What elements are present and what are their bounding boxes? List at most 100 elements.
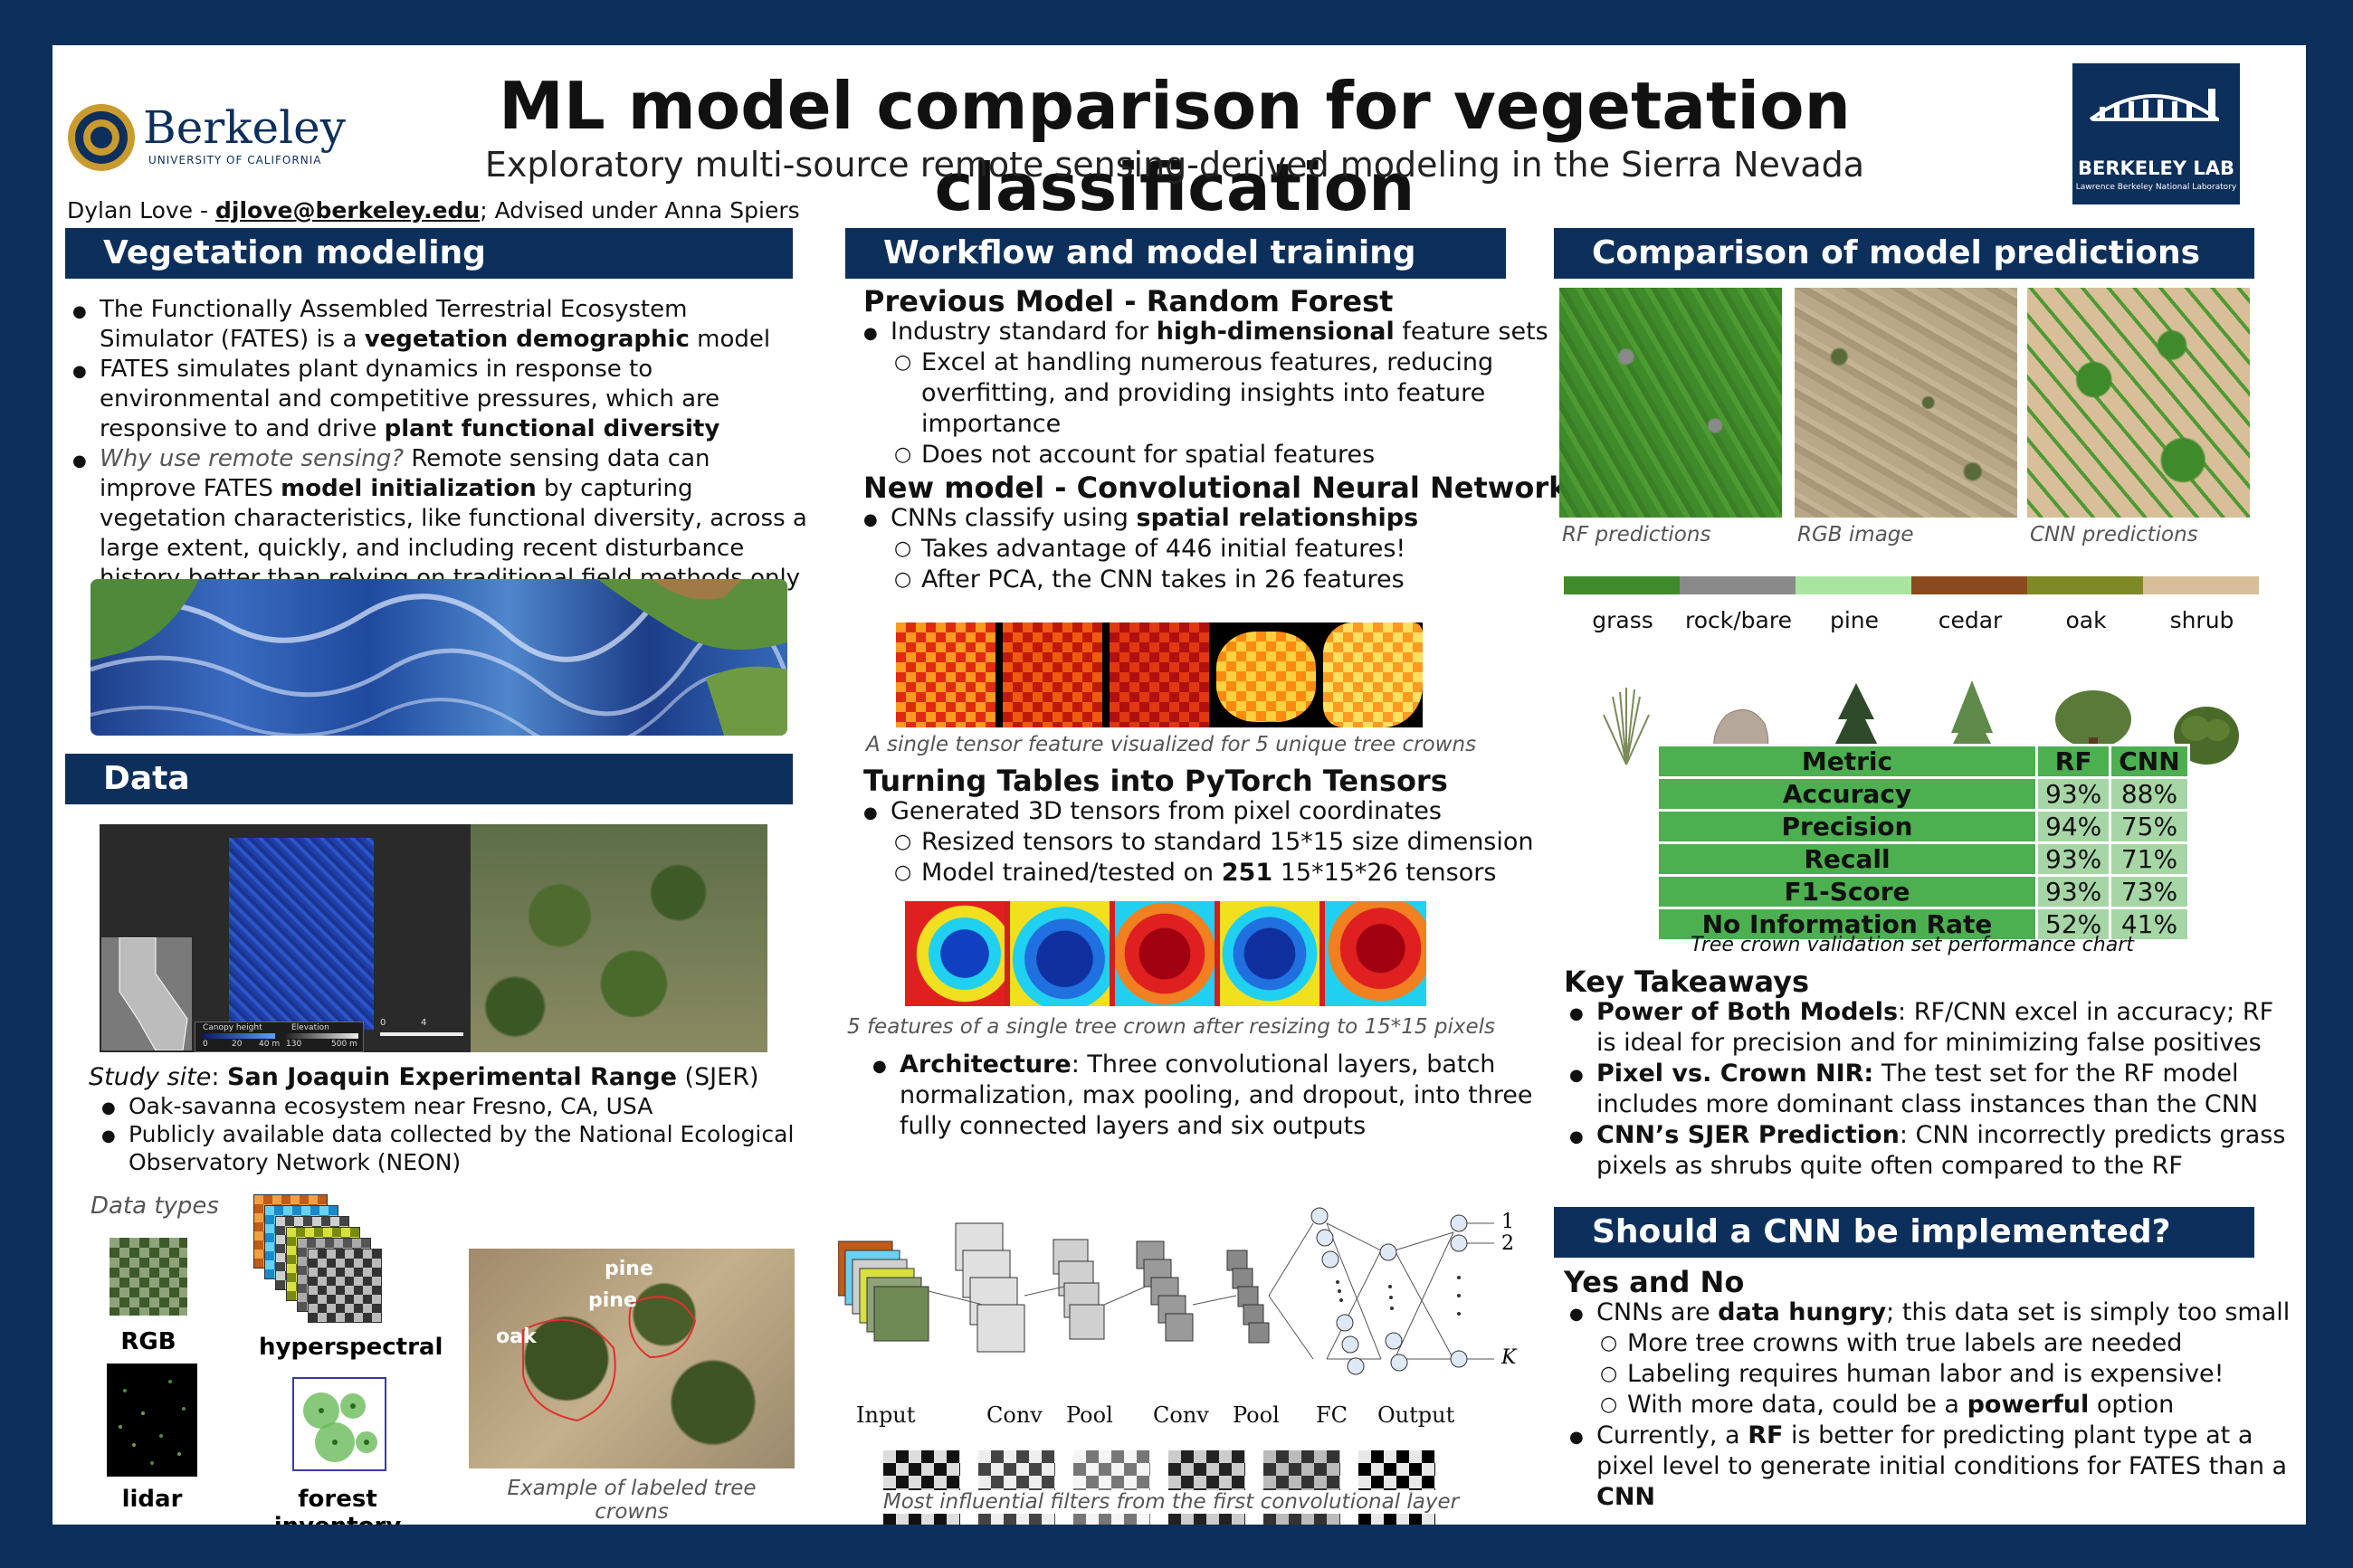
metrics-row-nir: No Information Rate 52% 41%: [1659, 909, 2187, 939]
author-email[interactable]: djlove@berkeley.edu: [214, 197, 481, 223]
canopy-height-raster: [229, 838, 374, 1030]
legend-canopy-ramp: [203, 1033, 275, 1039]
metrics-row-accuracy: Accuracy 93% 88%: [1659, 779, 2187, 809]
poster-subtitle: Exploratory multi-source remote sensing-…: [484, 145, 1865, 185]
metrics-table: Metric RF CNN Accuracy 93% 88% Precision…: [1656, 744, 2190, 942]
layer-label-output: Output: [1377, 1402, 1455, 1428]
resized-feature-2: [1010, 901, 1110, 1006]
lidar-points-graphic: [119, 1380, 186, 1465]
legend-canopy-label: Canopy height: [203, 1023, 262, 1032]
legend-label-shrub: shrub: [2169, 607, 2234, 633]
filters-caption: Most influential filters from the first …: [845, 1490, 1497, 1514]
output-label-k: K: [1501, 1346, 1517, 1369]
rf-sub-1: Excel at handling numerous features, red…: [894, 347, 1578, 440]
legend-swatch-grass: [1564, 576, 1680, 594]
hyperspectral-stack: [253, 1194, 389, 1330]
shrub-icon: [2174, 707, 2239, 765]
scale-label-0: 0: [380, 1018, 386, 1028]
berkeley-logo: Berkeley UNIVERSITY OF CALIFORNIA: [65, 101, 346, 174]
sjer-canopy-map: Canopy height Elevation 0 20 40 m 130 50…: [100, 824, 471, 1052]
metrics-row-precision: Precision 94% 75%: [1659, 812, 2187, 841]
section-heading-workflow: Workflow and model training: [845, 228, 1506, 279]
lab-logo-text: BERKELEY LAB: [2077, 157, 2235, 179]
layer-label-conv1: Conv: [986, 1402, 1043, 1428]
fc-ellipsis: [1336, 1276, 1461, 1316]
key-takeaways-title: Key Takeaways: [1564, 965, 1810, 999]
cnn-bullet-1: CNNs classify using spatial relationship…: [863, 503, 1578, 595]
metric-rf-value: 93%: [2038, 877, 2110, 907]
study-site-line: Study site: San Joaquin Experimental Ran…: [89, 1063, 759, 1091]
metrics-header-rf: RF: [2038, 746, 2110, 776]
metric-rf-value: 94%: [2038, 812, 2110, 841]
resize-caption: 5 features of a single tree crown after …: [847, 1015, 1495, 1039]
layer-label-conv2: Conv: [1153, 1402, 1209, 1428]
table-caption: Tree crown validation set performance ch…: [1691, 934, 2134, 956]
poster-title: ML model comparison for vegetation class…: [499, 68, 1851, 225]
ocean-swirl-graphic: [90, 579, 787, 736]
legend-label-cedar: cedar: [1938, 607, 2003, 633]
resized-feature-1: [905, 901, 1005, 1006]
tensor-crown-4: [1216, 632, 1316, 722]
legend-tick-500: 500 m: [331, 1040, 357, 1049]
metric-cnn-value: 73%: [2111, 877, 2187, 907]
uc-seal-icon: [68, 104, 135, 171]
rgb-thumbnail: [110, 1238, 187, 1316]
cnn-predictions-caption: CNN predictions: [2030, 523, 2198, 546]
grass-icon: [1603, 688, 1650, 765]
metrics-header-row: Metric RF CNN: [1659, 746, 2187, 776]
metric-rf-value: 93%: [2038, 844, 2110, 874]
legend-tick-130: 130: [286, 1040, 302, 1049]
rf-title: Previous Model - Random Forest: [863, 284, 1394, 318]
poster: Berkeley UNIVERSITY OF CALIFORNIA ML mod…: [52, 45, 2306, 1525]
forest-inventory-thumbnail: [292, 1377, 386, 1471]
legend-swatch-rock: [1680, 576, 1796, 594]
study-site-text: Study site: San Joaquin Experimental Ran…: [89, 1062, 804, 1176]
legend-elevation-label: Elevation: [291, 1023, 329, 1032]
tensors-sub-1: Resized tensors to standard 15*15 size d…: [894, 827, 1578, 858]
yes-and-no-title: Yes and No: [1564, 1265, 1745, 1299]
section-heading-data: Data: [65, 754, 793, 804]
resized-feature-4: [1220, 901, 1319, 1006]
lidar-label: lidar: [121, 1486, 183, 1513]
scale-bar: [380, 1032, 463, 1036]
legend-swatch-shrub: [2143, 576, 2259, 594]
metric-rf-value: 93%: [2038, 779, 2110, 809]
resized-feature-5: [1325, 901, 1426, 1006]
data-bullet-1: Oak-savanna ecosystem near Fresno, CA, U…: [101, 1092, 804, 1122]
conv1-stack: [955, 1222, 1025, 1353]
rf-bullet-1: Industry standard for high-dimensional f…: [863, 317, 1578, 470]
section-heading-vegetation: Vegetation modeling: [65, 228, 793, 279]
hyper-layer-6: [308, 1249, 382, 1323]
rf-predictions-map: [1559, 288, 1782, 518]
cnn-title: New model - Convolutional Neural Network: [863, 470, 1568, 505]
data-types-label: Data types: [90, 1193, 219, 1220]
legend-swatch-pine: [1796, 576, 1911, 594]
conclusion-text: Yes and No CNNs are data hungry; this da…: [1564, 1267, 2297, 1513]
cnn-architecture-diagram: 1 2 K Input Conv Pool Conv Pool FC Outpu…: [837, 1205, 1589, 1436]
rf-predictions-caption: RF predictions: [1562, 523, 1711, 546]
veg-bullet-1: The Functionally Assembled Terrestrial E…: [72, 295, 807, 355]
advisor-text: ; Advised under Anna Spiers: [480, 197, 800, 223]
metrics-row-recall: Recall 93% 71%: [1659, 844, 2187, 874]
legend-label-rock: rock/bare: [1685, 607, 1792, 633]
fc-nodes: [1310, 1207, 1468, 1375]
legend-elevation-ramp: [286, 1033, 358, 1039]
conv2-stack: [1136, 1240, 1194, 1342]
layer-label-pool1: Pool: [1066, 1402, 1113, 1428]
lab-logo-subtext: Lawrence Berkeley National Laboratory: [2075, 183, 2237, 192]
scale-label-4: 4: [421, 1018, 427, 1028]
section-heading-conclusion: Should a CNN be implemented?: [1554, 1207, 2254, 1258]
layer-label-input: Input: [856, 1402, 916, 1428]
author-name: Dylan Love -: [67, 197, 215, 223]
pool2-stack: [1226, 1250, 1270, 1344]
metric-cnn-value: 41%: [2111, 909, 2187, 939]
sjer-landscape-photo: [471, 824, 767, 1052]
crown-label-pine: pine: [588, 1289, 637, 1312]
output-label-2: 2: [1501, 1232, 1514, 1255]
forest-inventory-label: forest inventory: [274, 1486, 402, 1525]
architecture-text: Architecture: Three convolutional layers…: [863, 1050, 1578, 1142]
tensor-crown-3: [1110, 622, 1209, 727]
conclusion-bullet-2: Currently, a RF is better for predicting…: [1569, 1421, 2297, 1513]
tensor-crown-2: [1003, 622, 1102, 727]
metric-name: Accuracy: [1659, 779, 2035, 809]
